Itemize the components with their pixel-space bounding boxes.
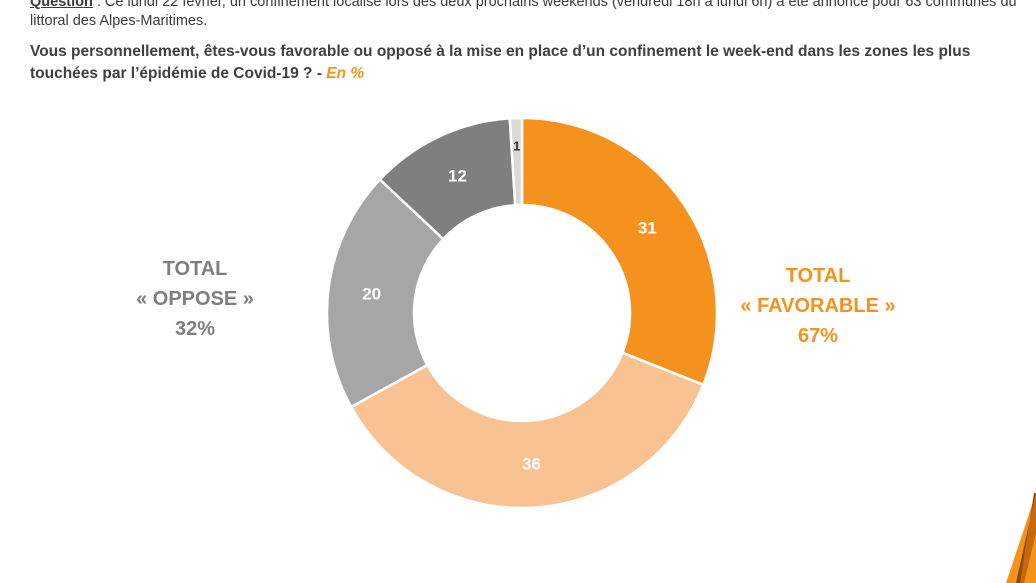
total-oppose-line1: TOTAL [162,258,228,280]
question-text: Question : Ce lundi 22 février, un confi… [30,0,1020,31]
total-oppose-value: 32% [174,318,216,340]
question-label: Question [30,0,93,10]
unit-label: En % [326,65,365,82]
total-favorable-value: 67% [797,325,839,347]
total-oppose-line2: « OPPOSE » [136,288,254,310]
slice-label-36: 36 [522,455,541,474]
total-favorable-line2: « FAVORABLE » [740,295,896,317]
donut-slice-20 [325,177,446,409]
question-body: : Ce lundi 22 février, un confinement lo… [30,0,1017,29]
donut-slice-36 [349,351,705,510]
slice-label-31: 31 [638,218,657,237]
sub-question-text: Vous personnellement, êtes-vous favorabl… [30,43,971,82]
brand-logo-icon [1006,493,1036,583]
total-oppose: TOTAL « OPPOSE » 32% [95,254,295,344]
total-favorable: TOTAL « FAVORABLE » 67% [718,261,918,351]
slice-label-12: 12 [448,166,467,185]
slice-label-20: 20 [362,285,381,304]
sub-question: Vous personnellement, êtes-vous favorabl… [30,41,1020,85]
donut-slice-1 [508,116,524,207]
total-favorable-line1: TOTAL [785,265,851,287]
donut-slice-31 [520,116,719,387]
slice-label-1: 1 [513,139,520,154]
